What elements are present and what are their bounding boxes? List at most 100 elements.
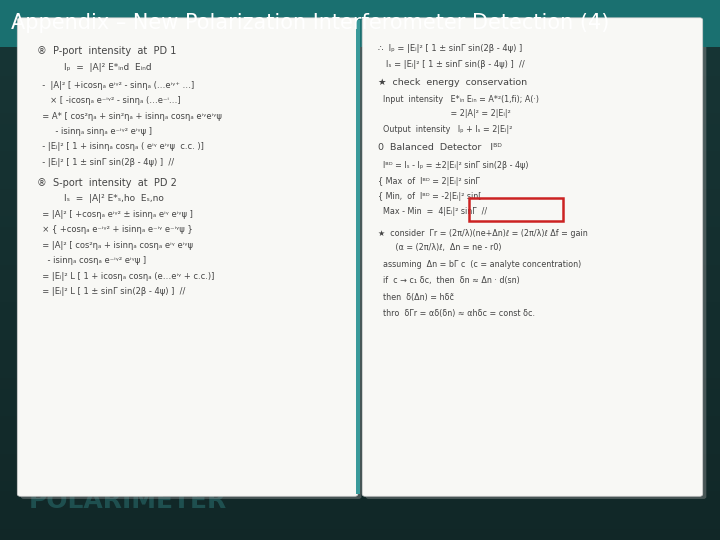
Text: ★  check  energy  conservation: ★ check energy conservation <box>379 78 528 87</box>
Bar <box>0 227 720 232</box>
Bar <box>0 270 720 275</box>
Bar <box>0 162 720 167</box>
Text: ∴  Iₚ = |Eᵢ|² [ 1 ± sinΓ sin(2β - 4ψ) ]: ∴ Iₚ = |Eᵢ|² [ 1 ± sinΓ sin(2β - 4ψ) ] <box>379 44 523 53</box>
Bar <box>0 464 720 470</box>
Text: = |A|² [ cos²ηₐ + isinηₐ cosηₐ eⁱᵞ eⁱᵞψ: = |A|² [ cos²ηₐ + isinηₐ cosηₐ eⁱᵞ eⁱᵞψ <box>37 241 193 249</box>
Bar <box>0 27 720 32</box>
Bar <box>0 259 720 265</box>
Bar <box>356 20 360 494</box>
Bar <box>0 400 720 405</box>
Bar <box>0 524 720 529</box>
Bar <box>0 5 720 11</box>
Bar <box>0 335 720 340</box>
Bar <box>0 302 720 308</box>
Bar <box>0 470 720 475</box>
Bar <box>0 432 720 437</box>
Bar <box>0 54 720 59</box>
FancyBboxPatch shape <box>21 21 361 499</box>
Bar <box>0 383 720 389</box>
Bar <box>0 265 720 270</box>
Bar <box>0 135 720 140</box>
Text: Iₛ = |Eᵢ|² [ 1 ± sinΓ sin(β - 4ψ) ]  //: Iₛ = |Eᵢ|² [ 1 ± sinΓ sin(β - 4ψ) ] // <box>379 59 525 69</box>
Bar <box>0 86 720 92</box>
Text: -  |A|² [ +icosηₐ eⁱᵞ² - sinηₐ (…eⁱᵞ⁺ …]: - |A|² [ +icosηₐ eⁱᵞ² - sinηₐ (…eⁱᵞ⁺ …] <box>37 81 194 90</box>
Text: assuming  Δn = bΓ c  (c = analyte concentration): assuming Δn = bΓ c (c = analyte concentr… <box>379 260 582 269</box>
Bar <box>0 297 720 302</box>
Bar <box>0 254 720 259</box>
Bar <box>0 43 720 49</box>
Bar <box>469 198 562 221</box>
Bar <box>0 211 720 216</box>
Bar <box>0 59 720 65</box>
Bar <box>0 275 720 281</box>
Bar <box>0 324 720 329</box>
Text: - isinηₐ cosηₐ e⁻ⁱᵞ² eⁱᵞψ ]: - isinηₐ cosηₐ e⁻ⁱᵞ² eⁱᵞψ ] <box>37 256 146 265</box>
Text: = 2|A|² = 2|Eᵢ|²: = 2|A|² = 2|Eᵢ|² <box>379 109 511 118</box>
Text: - |Eᵢ|² [ 1 ± sinΓ sin(2β - 4ψ) ]  //: - |Eᵢ|² [ 1 ± sinΓ sin(2β - 4ψ) ] // <box>37 158 174 167</box>
Bar <box>0 421 720 427</box>
Bar <box>0 448 720 454</box>
Bar <box>0 313 720 319</box>
Bar <box>0 286 720 292</box>
Text: { Max  of  Iᴮᴰ = 2|Eᵢ|² sinΓ: { Max of Iᴮᴰ = 2|Eᵢ|² sinΓ <box>379 177 480 186</box>
Bar <box>0 459 720 464</box>
Bar <box>0 0 720 5</box>
Bar <box>0 178 720 184</box>
Text: thro  δΓr = αδ(δn) ≈ αhδc = const δc.: thro δΓr = αδ(δn) ≈ αhδc = const δc. <box>379 309 536 319</box>
Bar <box>0 346 720 351</box>
Bar <box>0 38 720 43</box>
Bar <box>0 356 720 362</box>
Text: if  c → c₁ δc,  then  δn ≈ Δn · d(sn): if c → c₁ δc, then δn ≈ Δn · d(sn) <box>379 276 520 285</box>
Bar <box>0 49 720 54</box>
Bar <box>0 140 720 146</box>
Text: Output  intensity   Iₚ + Iₛ = 2|Eᵢ|²: Output intensity Iₚ + Iₛ = 2|Eᵢ|² <box>379 125 513 133</box>
Bar <box>0 475 720 481</box>
Text: Iᴮᴰ = Iₛ - Iₚ = ±2|Eᵢ|² sinΓ sin(2β - 4ψ): Iᴮᴰ = Iₛ - Iₚ = ±2|Eᵢ|² sinΓ sin(2β - 4ψ… <box>379 160 529 170</box>
Bar <box>0 529 720 535</box>
Bar <box>0 389 720 394</box>
Bar <box>0 103 720 108</box>
Bar <box>0 238 720 243</box>
Text: - isinηₐ sinηₐ e⁻ⁱᵞ² eⁱᵞψ ]: - isinηₐ sinηₐ e⁻ⁱᵞ² eⁱᵞψ ] <box>37 127 152 136</box>
Text: = |A|² [ +cosηₐ eⁱᵞ² ± isinηₐ eⁱᵞ eⁱᵞψ ]: = |A|² [ +cosηₐ eⁱᵞ² ± isinηₐ eⁱᵞ eⁱᵞψ ] <box>37 211 193 219</box>
Bar <box>0 394 720 400</box>
Bar <box>0 108 720 113</box>
Bar <box>0 491 720 497</box>
Bar <box>0 454 720 459</box>
Text: Appendix – New Polarization Interferometer Detection (4): Appendix – New Polarization Interferomet… <box>11 14 609 33</box>
Text: = A* [ cos²ηₐ + sin²ηₐ + isinηₐ cosηₐ eⁱᵞeⁱᵞψ: = A* [ cos²ηₐ + sin²ηₐ + isinηₐ cosηₐ eⁱ… <box>37 112 222 121</box>
Bar <box>0 362 720 367</box>
Text: = |Eᵢ|² L [ 1 ± sinΓ sin(2β - 4ψ) ]  //: = |Eᵢ|² L [ 1 ± sinΓ sin(2β - 4ψ) ] // <box>37 287 185 296</box>
Text: × [ -icosηₐ e⁻ⁱᵞ² - sinηₐ (…e⁻ⁱ…]: × [ -icosηₐ e⁻ⁱᵞ² - sinηₐ (…e⁻ⁱ…] <box>37 96 181 105</box>
Bar <box>0 232 720 238</box>
Bar <box>0 216 720 221</box>
Text: Input  intensity   E*ᵢₙ Eᵢₙ = A*²(1,fi); A(·): Input intensity E*ᵢₙ Eᵢₙ = A*²(1,fi); A(… <box>379 94 539 104</box>
Text: 0  Balanced  Detector   Iᴮᴰ: 0 Balanced Detector Iᴮᴰ <box>379 144 503 152</box>
Bar <box>0 319 720 324</box>
Bar <box>0 367 720 373</box>
Bar <box>0 378 720 383</box>
Bar <box>0 427 720 432</box>
Bar <box>0 65 720 70</box>
Bar <box>0 184 720 189</box>
Text: ®  P-port  intensity  at  PD 1: ® P-port intensity at PD 1 <box>37 46 176 56</box>
Bar <box>0 508 720 513</box>
FancyBboxPatch shape <box>17 18 358 496</box>
Bar <box>0 340 720 346</box>
Bar <box>0 0 720 47</box>
Bar <box>0 92 720 97</box>
Bar <box>0 194 720 200</box>
Text: × { +cosηₐ e⁻ⁱᵞ² + isinηₐ e⁻ⁱᵞ e⁻ⁱᵞψ }: × { +cosηₐ e⁻ⁱᵞ² + isinηₐ e⁻ⁱᵞ e⁻ⁱᵞψ } <box>37 225 193 234</box>
Bar <box>0 221 720 227</box>
Bar <box>0 486 720 491</box>
Text: (α = (2π/λ)ℓ,  Δn = ne - r0): (α = (2π/λ)ℓ, Δn = ne - r0) <box>379 243 502 252</box>
Bar <box>0 11 720 16</box>
Bar <box>0 513 720 518</box>
Bar <box>0 497 720 502</box>
Text: = |Eᵢ|² L [ 1 + icosηₐ cosηₐ (e…eⁱᵞ + c.c.)]: = |Eᵢ|² L [ 1 + icosηₐ cosηₐ (e…eⁱᵞ + c.… <box>37 272 215 280</box>
Bar <box>0 167 720 173</box>
Bar <box>0 373 720 378</box>
Bar <box>0 157 720 162</box>
Bar <box>0 329 720 335</box>
Bar <box>0 124 720 130</box>
